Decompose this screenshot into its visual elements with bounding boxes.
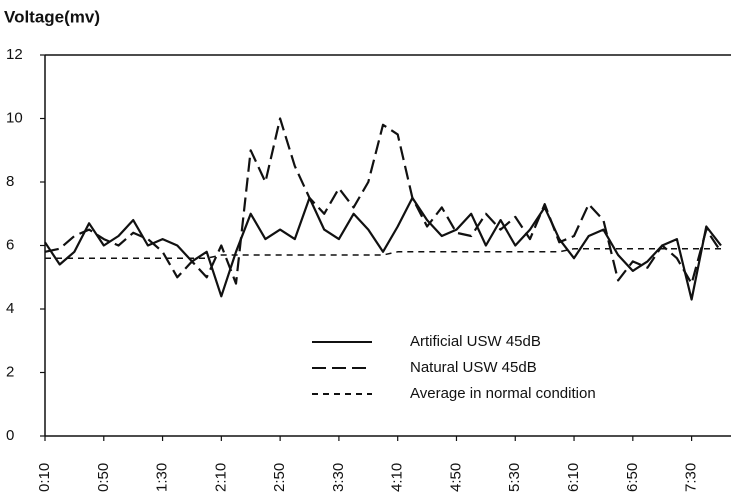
x-tick-label: 0:50: [95, 463, 112, 492]
x-tick-label: 2:50: [271, 463, 288, 492]
line-series: [44, 117, 722, 285]
x-tick-label: 6:10: [565, 463, 582, 492]
y-tick-label: 4: [6, 300, 14, 317]
y-tick-label: 0: [6, 427, 14, 444]
x-tick-label: 6:50: [624, 463, 641, 492]
legend-label: Artificial USW 45dB: [410, 333, 541, 350]
legend-label: Average in normal condition: [410, 385, 596, 402]
x-tick-label: 0:10: [36, 463, 53, 492]
x-tick-label: 5:30: [506, 463, 523, 492]
x-tick-label: 4:10: [389, 463, 406, 492]
legend-label: Natural USW 45dB: [410, 359, 537, 376]
x-tick-label: 3:30: [330, 463, 347, 492]
y-tick-label: 6: [6, 236, 14, 253]
line-series: [45, 247, 721, 259]
y-tick-label: 10: [6, 109, 23, 126]
x-tick-label: 2:10: [212, 463, 229, 492]
x-tick-label: 1:30: [154, 463, 171, 492]
y-tick-label: 8: [6, 173, 14, 190]
x-tick-label: 4:50: [447, 463, 464, 492]
y-tick-label: 12: [6, 46, 23, 63]
x-tick-label: 7:30: [683, 463, 700, 492]
line-series: [44, 196, 722, 301]
y-tick-label: 2: [6, 363, 14, 380]
chart-title: Voltage(mv): [4, 7, 100, 26]
